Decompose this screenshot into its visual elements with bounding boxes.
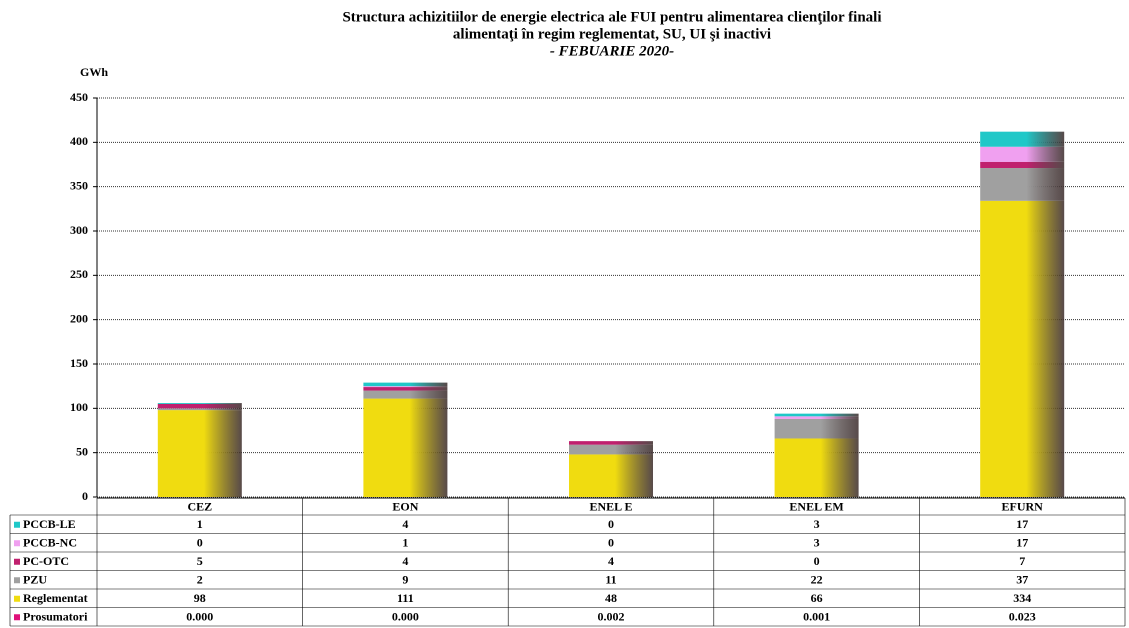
table-value: 334 xyxy=(1013,591,1031,605)
y-tick-label: 0 xyxy=(82,489,88,503)
bar-segment xyxy=(157,403,242,404)
bar-segment xyxy=(569,444,653,455)
table-value: 0 xyxy=(608,517,614,531)
table-value: 66 xyxy=(811,591,823,605)
table-value: 0.001 xyxy=(803,610,830,624)
legend-key xyxy=(14,540,20,547)
table-value: 0.000 xyxy=(186,610,213,624)
chart-title: Structura achizitiilor de energie electr… xyxy=(342,9,881,25)
legend-key xyxy=(14,521,20,528)
legend-label: PCCB-NC xyxy=(23,536,77,550)
table-value: 0.000 xyxy=(392,610,419,624)
y-tick-label: 450 xyxy=(70,90,88,104)
table-value: 0 xyxy=(814,554,820,568)
bar-segment xyxy=(774,418,859,439)
bar-segment xyxy=(363,386,448,388)
bar-segment xyxy=(157,410,242,497)
bar-segment xyxy=(363,390,448,399)
table-value: 0 xyxy=(197,536,203,550)
bar-segment xyxy=(774,416,859,419)
x-tick-label: EFURN xyxy=(1002,499,1044,513)
y-axis-label: GWh xyxy=(80,65,108,79)
bar-segment xyxy=(980,200,1065,497)
table-value: 1 xyxy=(402,536,408,550)
table-value: 48 xyxy=(605,591,617,605)
table-value: 22 xyxy=(811,573,823,587)
x-tick-label: ENEL EM xyxy=(789,499,843,513)
table-value: 17 xyxy=(1016,517,1028,531)
table-value: 0.002 xyxy=(598,610,625,624)
bar-segment xyxy=(363,398,448,497)
table-value: 9 xyxy=(402,573,408,587)
table-value: 7 xyxy=(1019,554,1025,568)
table-value: 4 xyxy=(402,517,408,531)
bar-segment xyxy=(157,408,242,411)
legend-label: PZU xyxy=(23,573,47,587)
legend-key xyxy=(14,558,20,565)
legend-key xyxy=(14,577,20,584)
table-value: 111 xyxy=(397,591,414,605)
x-tick-label: CEZ xyxy=(187,499,212,513)
y-tick-label: 200 xyxy=(70,311,88,325)
y-tick-label: 300 xyxy=(70,223,88,237)
legend-key xyxy=(14,614,20,621)
y-tick-label: 100 xyxy=(70,400,88,414)
table-value: 4 xyxy=(608,554,614,568)
bar-segment xyxy=(363,382,448,387)
table-value: 0 xyxy=(608,536,614,550)
x-tick-label: EON xyxy=(392,499,418,513)
bar-segment xyxy=(980,168,1065,201)
y-tick-label: 250 xyxy=(70,267,88,281)
bar-segment xyxy=(569,454,653,497)
table-value: 3 xyxy=(814,536,820,550)
bar-segment xyxy=(980,146,1065,162)
legend-label: PC-OTC xyxy=(23,554,69,568)
table-value: 98 xyxy=(194,591,206,605)
bar-segment xyxy=(569,441,653,445)
table-value: 2 xyxy=(197,573,203,587)
bar-segment xyxy=(980,131,1065,147)
table-value: 5 xyxy=(197,554,203,568)
table-value: 1 xyxy=(197,517,203,531)
table-value: 0.023 xyxy=(1009,610,1036,624)
bar-segment xyxy=(980,161,1065,169)
legend-label: PCCB-LE xyxy=(23,517,76,531)
table-value: 37 xyxy=(1016,573,1028,587)
legend-key xyxy=(14,595,20,602)
bar-segment xyxy=(157,403,242,409)
y-tick-label: 350 xyxy=(70,178,88,192)
bar-segment xyxy=(774,413,859,417)
bar-segment xyxy=(774,438,859,497)
chart-subtitle: - FEBUARIE 2020- xyxy=(550,43,674,59)
chart-title: alimentaţi în regim reglementat, SU, UI … xyxy=(453,26,771,42)
table-value: 3 xyxy=(814,517,820,531)
y-tick-label: 50 xyxy=(76,444,88,458)
table-value: 17 xyxy=(1016,536,1028,550)
bar-segment xyxy=(363,387,448,391)
table-value: 11 xyxy=(605,573,616,587)
table-value: 4 xyxy=(402,554,408,568)
y-tick-label: 150 xyxy=(70,356,88,370)
legend-label: Reglementat xyxy=(23,591,88,605)
legend-label: Prosumatori xyxy=(23,610,88,624)
y-tick-label: 400 xyxy=(70,134,88,148)
x-tick-label: ENEL E xyxy=(589,499,632,513)
